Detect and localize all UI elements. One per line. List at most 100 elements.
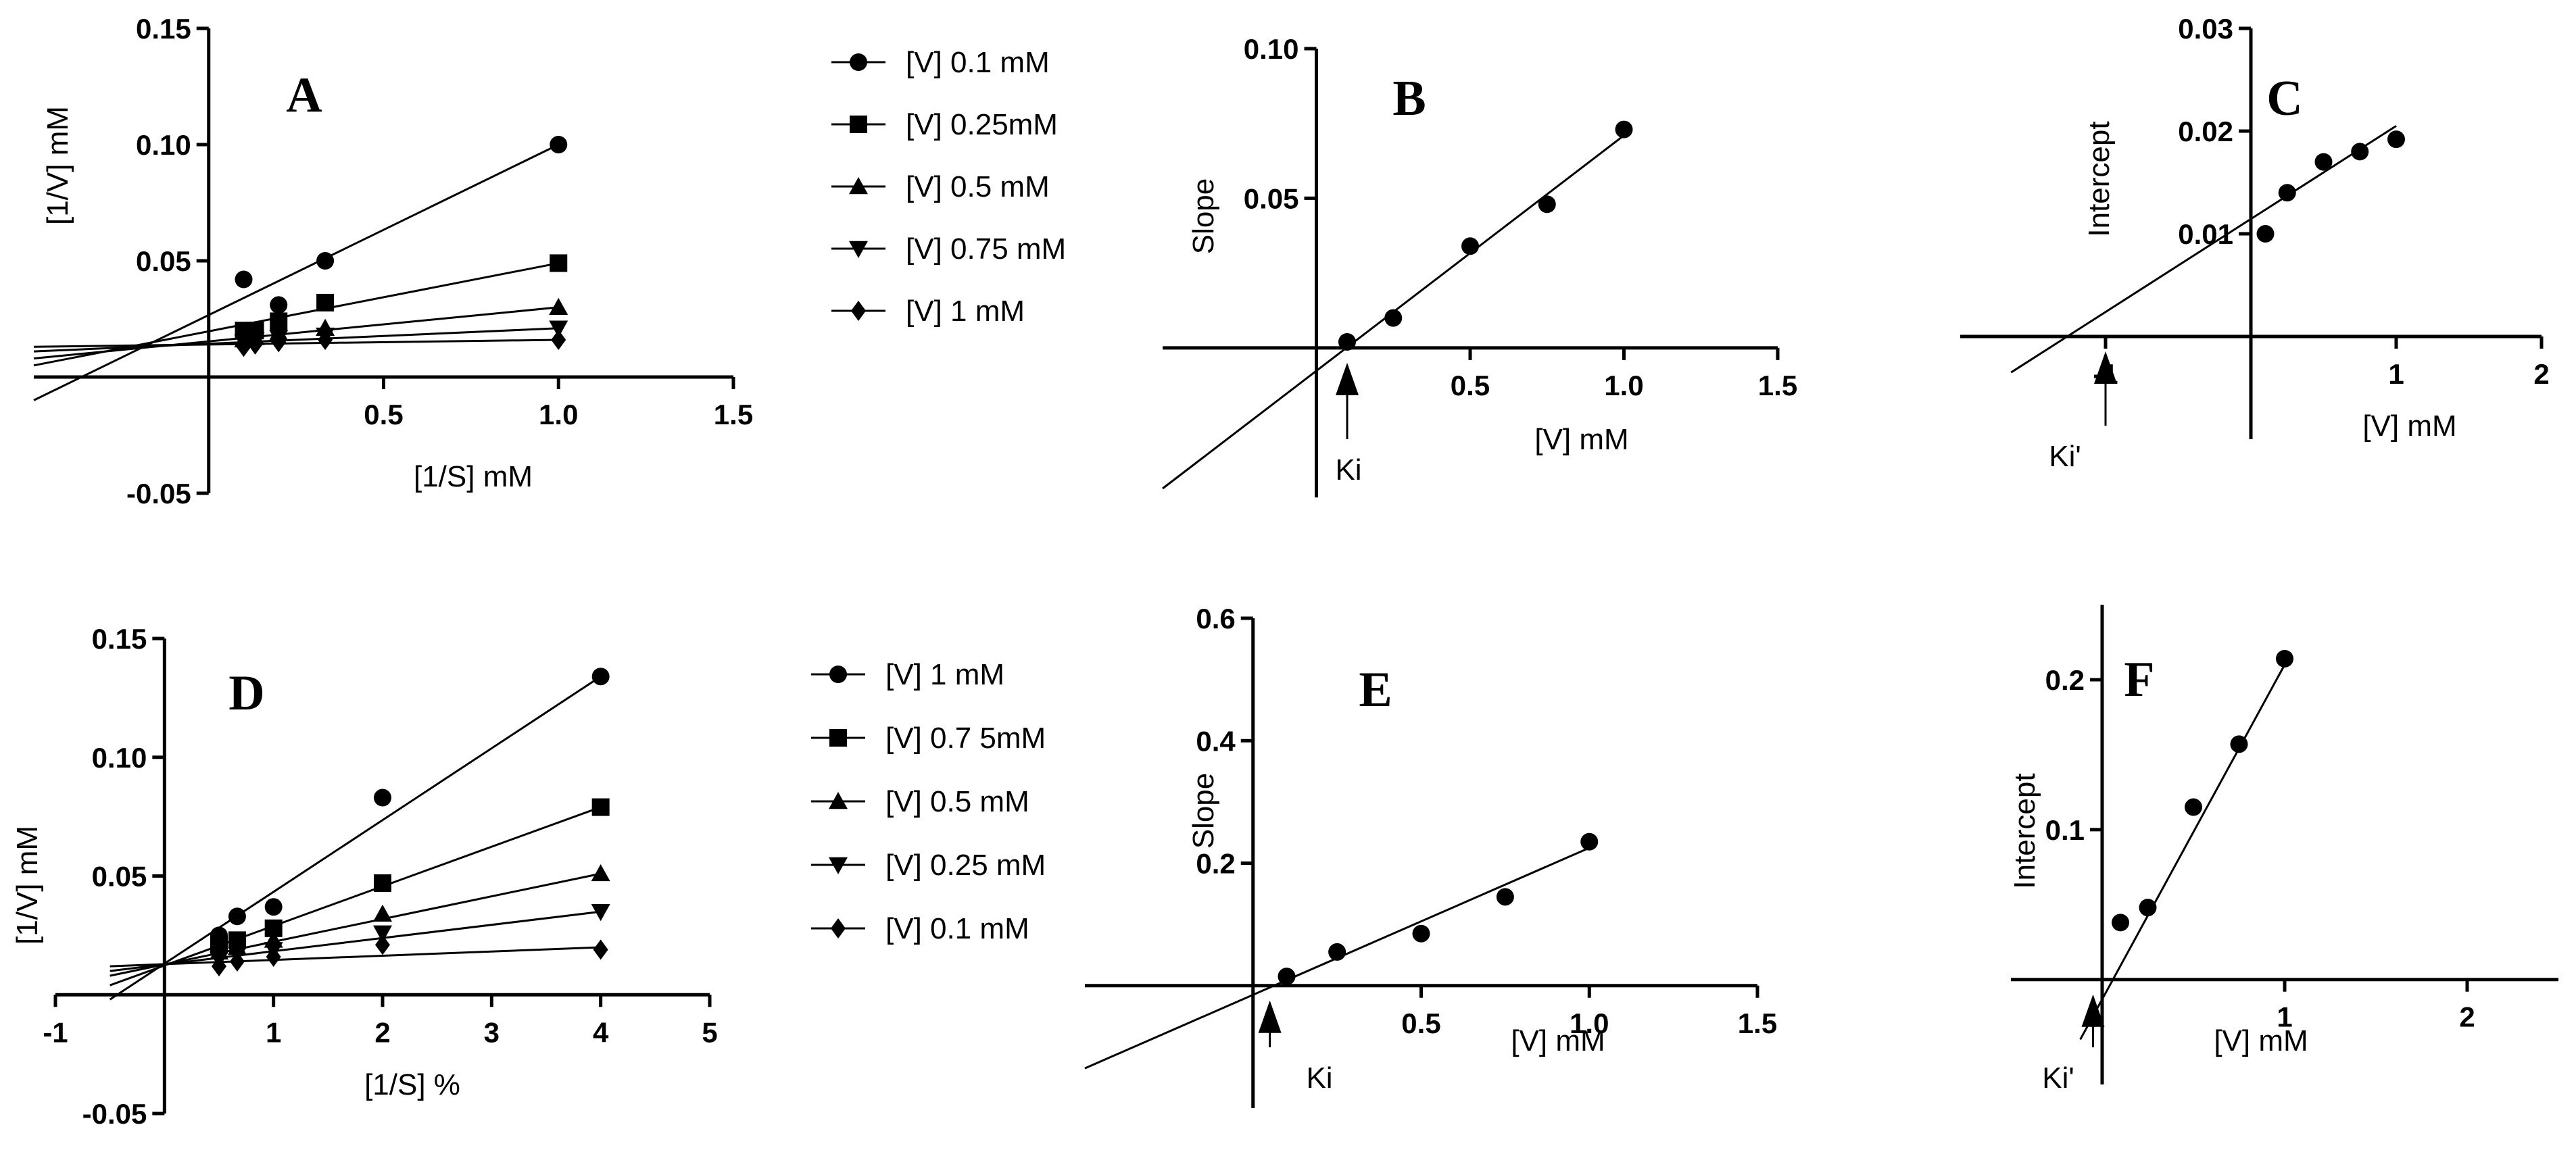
y-tick-label: 0.05 [136, 245, 191, 277]
x-tick-label: 1 [266, 1016, 281, 1048]
data-point [591, 668, 610, 686]
y-axis-label: [1/V] mM [41, 106, 74, 225]
data-point [591, 864, 610, 882]
fit-line [110, 910, 601, 972]
legend-label: [V] 0.25 mM [885, 849, 1046, 882]
panel-a: 0.5 1.0 1.5 -0.05 0.05 0.10 0.15 [1/S] mM [1/V] … [33, 13, 1066, 509]
legend-marker [829, 729, 847, 747]
panel-letter: E [1359, 662, 1392, 718]
annotation-arrow-head [2081, 994, 2105, 1027]
data-point [1496, 888, 1514, 906]
y-tick-label: 0.2 [1196, 848, 1235, 880]
fit-line [109, 675, 602, 1001]
panel-letter: C [2266, 71, 2302, 126]
legend-label: [V] 0.25mM [906, 108, 1058, 141]
data-point [593, 939, 608, 960]
x-tick-label: 3 [484, 1016, 500, 1048]
x-tick-label: 1.5 [714, 399, 753, 430]
panel-e: 0.5 1.0 1.5 0.2 0.4 0.6 [V] mM Slope E Ki [1084, 603, 1777, 1108]
y-axis-label: [1/V] mM [11, 826, 44, 945]
y-tick-label: 0.10 [1244, 33, 1299, 65]
y-tick-label: -0.05 [82, 1098, 147, 1130]
y-axis-label: Slope [1187, 178, 1220, 255]
y-tick-label: 0.4 [1196, 725, 1236, 757]
x-tick-label: 0.5 [364, 399, 403, 430]
annotation-arrow-head [1336, 362, 1359, 395]
data-point [271, 332, 287, 353]
legend-label: [V] 1 mM [885, 658, 1004, 691]
panel-letter: A [286, 68, 322, 123]
annotation-label: Ki [1306, 1061, 1332, 1095]
data-point [316, 293, 335, 311]
data-point [1278, 968, 1296, 986]
data-point [374, 874, 391, 893]
data-point [375, 934, 390, 955]
fit-line [110, 946, 601, 968]
panel-b: 0.5 1.0 1.5 0.05 0.10 [V] mM Slope B Ki [1162, 33, 1797, 498]
data-point [2387, 130, 2405, 149]
x-tick-label: 1.5 [1738, 1007, 1777, 1039]
data-point [2139, 899, 2157, 917]
data-point [235, 270, 253, 289]
data-point [591, 798, 610, 816]
y-tick-label: 0.05 [92, 861, 147, 893]
data-point [374, 789, 391, 807]
x-tick-label: 1.0 [1570, 1007, 1609, 1039]
data-point [264, 898, 283, 916]
x-tick-label: 1 [2277, 1001, 2292, 1033]
y-tick-label: 0.03 [2178, 13, 2233, 45]
y-tick-label: 0.10 [92, 742, 147, 774]
data-point [266, 947, 281, 968]
fit-line [2079, 664, 2286, 1041]
x-tick-label: 2 [2533, 358, 2549, 390]
y-tick-label: 0.10 [136, 129, 191, 161]
data-point [1538, 195, 1556, 214]
legend-marker [849, 177, 868, 195]
annotation-arrow-head [2094, 351, 2117, 384]
fit-line [110, 806, 602, 986]
x-axis-label: [V] mM [2214, 1024, 2308, 1057]
y-tick-label: -0.05 [126, 478, 191, 509]
data-point [2276, 649, 2293, 668]
legend-label: [V] 0.7 5mM [885, 722, 1046, 755]
x-tick-label: 1 [2388, 358, 2404, 390]
data-point [212, 956, 226, 977]
fit-line [33, 339, 559, 348]
legend-marker [829, 857, 848, 874]
x-tick-label: 2 [2459, 1001, 2475, 1033]
x-axis-label: [V] mM [1511, 1024, 1605, 1057]
legend-label: [V] 0.1 mM [906, 46, 1050, 79]
x-tick-label: 1.0 [1604, 370, 1643, 401]
data-point [1338, 333, 1356, 351]
annotation-arrow-head [1258, 1000, 1282, 1033]
data-point [318, 329, 333, 350]
x-tick-label: 4 [593, 1016, 609, 1048]
fit-line [33, 306, 559, 359]
legend-label: [V] 0.5 mM [885, 785, 1029, 818]
y-tick-label: 0.15 [136, 13, 191, 45]
x-axis-label: [1/S] mM [414, 460, 533, 493]
legend-marker [850, 116, 867, 133]
fit-line [33, 327, 559, 353]
data-point [549, 320, 568, 338]
panel-letter: D [228, 666, 264, 721]
y-axis-label: Intercept [2083, 121, 2116, 236]
data-point [591, 904, 610, 922]
data-point [2185, 798, 2202, 816]
data-point [1412, 924, 1430, 943]
legend-label: [V] 0.5 mM [906, 170, 1050, 203]
legend-marker [851, 301, 866, 321]
x-tick-label: 0.5 [1451, 370, 1490, 401]
data-point [316, 252, 335, 270]
x-tick-label: -1 [43, 1016, 68, 1048]
fit-line [110, 872, 601, 977]
panel-letter: B [1392, 71, 1426, 126]
data-point [1328, 943, 1346, 961]
data-point [1461, 237, 1479, 255]
data-point [228, 907, 246, 926]
y-tick-label: 0.2 [2045, 664, 2085, 696]
legend-marker [831, 918, 846, 939]
data-point [270, 296, 288, 314]
